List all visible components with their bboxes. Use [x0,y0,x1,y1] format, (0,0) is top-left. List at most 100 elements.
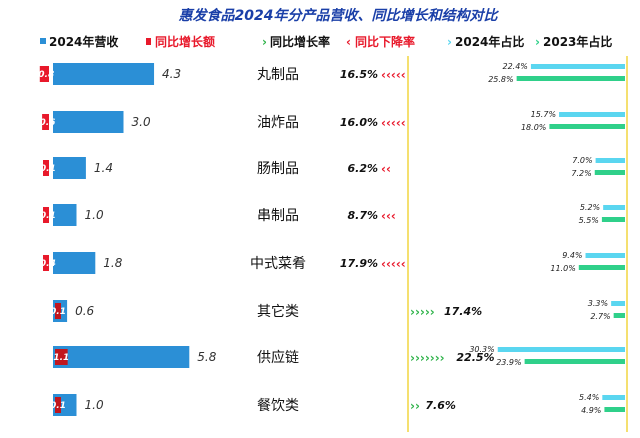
rate-label: 22.5% [456,351,494,364]
revenue-bar [53,111,124,133]
legend-swatch-yoy-change [146,38,151,45]
share-2024-bar [530,64,625,69]
revenue-label: 3.0 [132,115,151,129]
yoy-change-label: 0.1 [50,307,66,317]
share-2023-bar [594,170,625,175]
revenue-label: 1.8 [103,256,122,270]
legend-label-growth-rate: 同比增长率 [270,34,330,49]
yoy-change-bar [43,160,49,176]
share-2024-label: 5.4% [579,393,599,402]
legend-swatch-revenue [40,38,46,44]
share-2023-bar [604,407,625,412]
category-label: 油炸品 [257,115,299,131]
share-2024-bar [497,347,625,352]
rate-label: 8.7% [347,209,378,222]
share-2023-label: 7.2% [571,169,591,178]
share-2024-bar [585,253,625,258]
legend-label-yoy-change: 同比增长额 [155,34,215,49]
revenue-label: 5.8 [197,350,216,364]
yoy-change-label: 0.1 [50,401,66,411]
decline-arrows: ‹‹‹‹‹ [381,68,406,82]
yoy-change-label: -0.4 [36,259,56,269]
growth-arrows: ›› [410,399,420,413]
revenue-bar [53,204,77,226]
yoy-change-bar [55,349,68,365]
decline-arrows: ‹‹‹‹‹ [381,257,406,271]
share-2023-bar [549,124,625,129]
yoy-change-label: -0.1 [36,211,56,221]
yoy-change-label: -0.8 [35,70,55,80]
revenue-bar [53,346,190,368]
revenue-bar [53,252,96,274]
yoy-change-bar [39,66,49,82]
share-2024-label: 7.0% [572,156,592,165]
legend-label-share-2023: 2023年占比 [543,34,612,49]
share-2023-bar [613,313,625,318]
growth-arrows: ››››› [410,305,435,319]
category-label: 肠制品 [257,161,299,177]
category-label: 供应链 [257,349,299,366]
share-2023-label: 11.0% [550,264,575,273]
share-2024-bar [559,112,625,117]
share-2024-bar [611,301,625,306]
share-2023-label: 2.7% [590,312,610,321]
revenue-bar [53,157,86,179]
decline-arrows: ‹‹ [381,162,391,176]
chart-rows: 4.3-0.8 丸制品 16.5% ‹‹‹‹‹22.4%25.8%3.0-0.6 油炸品… [35,62,625,416]
legend-arrow-growth: › [262,35,267,49]
share-2024-label: 30.3% [469,345,494,354]
rate-label: 16.5% [340,68,378,81]
legend-marker-share-2024: › [447,35,452,49]
share-2024-bar [595,158,625,163]
yoy-change-bar [42,114,49,130]
rate-label: 17.9% [340,257,378,270]
share-2023-bar [578,265,625,270]
share-2023-label: 4.9% [581,406,601,415]
legend-marker-share-2023: › [535,35,540,49]
decline-arrows: ‹‹‹ [381,209,396,223]
category-label: 中式菜肴 [250,256,306,272]
legend-label-decline-rate: 同比下降率 [355,34,415,49]
legend-label-revenue: 2024年营收 [49,34,118,49]
share-2023-bar [601,217,625,222]
share-2024-bar [602,395,625,400]
legend: 2024年营收 同比增长额 › 同比增长率 ‹ 同比下降率 › 2024年占比 … [40,34,612,49]
share-2024-label: 9.4% [562,251,582,260]
share-2024-label: 3.3% [588,299,608,308]
share-2024-label: 22.4% [502,62,527,71]
share-2024-bar [603,205,625,210]
growth-arrows: ››››››› [410,351,445,365]
yoy-change-bar [55,303,61,319]
revenue-label: 0.6 [75,304,94,318]
share-2023-bar [524,359,625,364]
share-2023-label: 23.9% [496,358,521,367]
revenue-label: 4.3 [162,67,181,81]
yoy-change-bar [43,207,49,223]
yoy-change-bar [55,397,61,413]
revenue-label: 1.0 [85,208,104,222]
category-label: 其它类 [257,303,299,320]
yoy-change-label: -0.1 [36,164,56,174]
share-2023-label: 5.5% [579,216,599,225]
share-2023-label: 18.0% [521,123,546,132]
category-label: 串制品 [257,208,299,224]
decline-arrows: ‹‹‹‹‹ [381,116,406,130]
yoy-change-label: 1.1 [53,353,69,363]
revenue-label: 1.4 [94,161,113,175]
revenue-bar [53,63,155,85]
share-2023-bar [516,76,625,81]
yoy-change-label: -0.6 [36,118,56,128]
category-label: 餐饮类 [257,398,299,414]
revenue-label: 1.0 [85,398,104,412]
rate-label: 16.0% [340,116,378,129]
legend-arrow-decline: ‹ [346,35,351,49]
yoy-change-bar [43,255,49,271]
share-2024-label: 15.7% [531,110,556,119]
category-label: 丸制品 [257,67,299,83]
share-2023-label: 25.8% [488,75,513,84]
rate-label: 7.6% [425,399,456,412]
rate-label: 6.2% [347,162,378,175]
rate-label: 17.4% [444,305,482,318]
share-2024-label: 5.2% [580,203,600,212]
